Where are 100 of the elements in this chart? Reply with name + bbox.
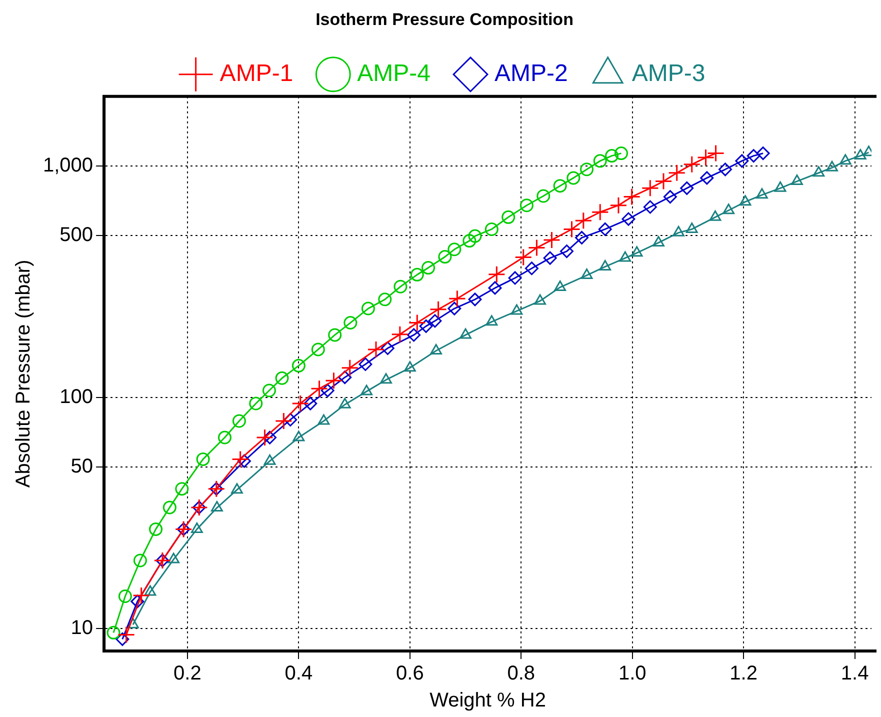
point [144,585,156,596]
point [419,319,433,333]
point [210,501,223,512]
point [746,149,760,163]
point [231,483,243,494]
point [563,220,580,238]
point [599,260,612,270]
point [622,212,636,226]
point [468,229,482,243]
point [722,204,735,214]
point [438,250,452,264]
point [484,222,498,236]
point [508,271,522,285]
point [430,344,442,354]
point [672,226,684,236]
point [593,154,607,168]
point [756,188,768,199]
legend-label: AMP-2 [494,60,568,88]
point [127,618,139,628]
point [542,231,560,249]
point [697,148,715,166]
point [292,358,306,372]
point [554,280,566,292]
point [486,315,498,326]
point [460,328,472,339]
x-tick-label: 0.2 [174,662,202,685]
point [502,210,516,224]
point [839,154,852,165]
point [700,171,714,185]
point [311,342,325,356]
y-axis-title: Absolute Pressure (mbar) [12,260,35,488]
point [488,281,502,295]
point [422,261,436,275]
point [262,384,276,398]
y-tick-label: 500 [60,224,94,246]
point [462,234,476,248]
point [133,554,147,568]
y-tick-label: 1,000 [42,154,94,177]
point [686,222,698,233]
point [652,236,664,246]
point [543,251,557,265]
point [132,586,150,604]
point [196,452,210,466]
point [106,626,120,640]
point [118,589,132,603]
point [448,290,466,308]
point [320,384,334,398]
point [190,522,203,533]
point [619,251,632,262]
point [709,210,722,221]
point [756,146,770,160]
point [643,200,657,214]
x-tick-label: 0.8 [507,662,536,685]
point [361,302,375,316]
point [338,370,352,384]
point [610,196,628,214]
point [598,222,612,236]
point [574,212,592,230]
x-tick-label: 1.4 [840,662,869,685]
point [623,188,641,206]
point [654,172,672,190]
point [274,412,292,430]
point [520,198,534,212]
point [448,302,462,316]
point [391,326,409,344]
point [404,361,416,372]
x-tick-label: 0.4 [284,662,313,685]
point [341,359,359,377]
point [310,380,328,398]
point [774,181,786,192]
point [358,357,372,371]
point [237,454,251,468]
point [524,262,538,276]
point [304,396,318,410]
point [605,149,619,163]
legend-label: AMP-3 [632,60,706,88]
point [360,384,372,396]
y-tick-label: 100 [60,386,94,408]
point [292,430,305,442]
point [263,430,277,444]
point [580,162,594,176]
point [641,179,659,197]
y-tick-label: 10 [70,617,94,640]
point [175,482,189,496]
legend-label: AMP-4 [357,60,431,88]
point [275,371,289,385]
point [130,594,144,608]
point [367,340,385,358]
point [718,162,732,176]
point [328,328,342,342]
point [468,292,482,306]
point [580,268,593,280]
point [344,316,358,330]
point [680,181,694,195]
point [448,242,462,256]
point [218,430,232,444]
point [488,266,506,284]
point [553,179,567,193]
point [407,328,421,342]
point [510,304,523,315]
